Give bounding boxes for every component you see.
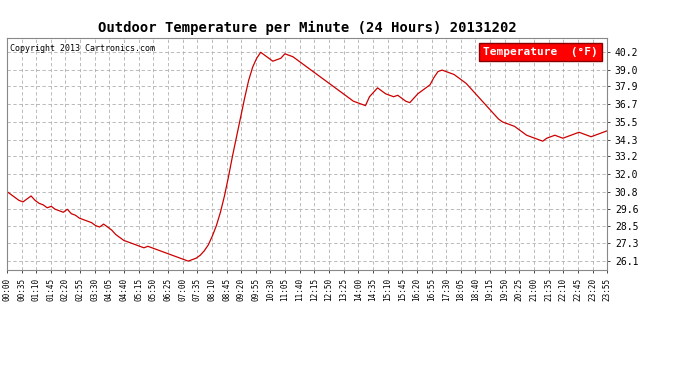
Text: Copyright 2013 Cartronics.com: Copyright 2013 Cartronics.com [10,45,155,54]
Title: Outdoor Temperature per Minute (24 Hours) 20131202: Outdoor Temperature per Minute (24 Hours… [98,21,516,35]
Legend: Temperature  (°F): Temperature (°F) [479,43,602,61]
